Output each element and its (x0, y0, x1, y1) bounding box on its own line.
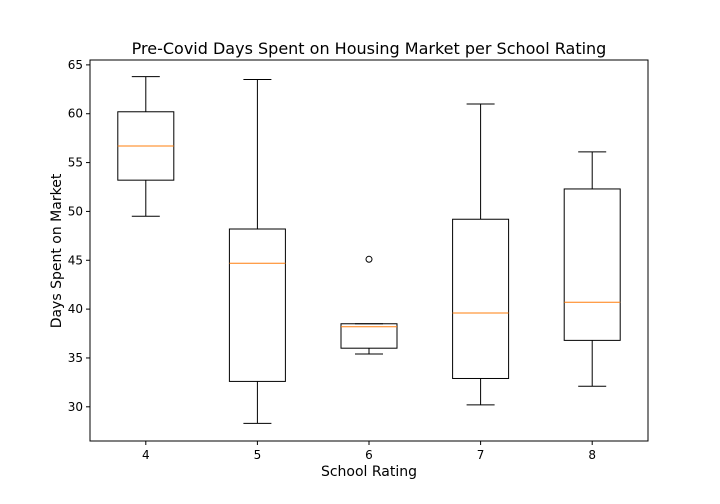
outlier-point (365, 255, 373, 263)
box-body (228, 228, 286, 382)
y-tick-label: 30 (68, 400, 83, 414)
x-tick-label: 5 (254, 448, 262, 462)
y-axis-label: Days Spent on Market (49, 173, 65, 328)
y-tick-label: 60 (68, 107, 83, 121)
x-tick-label: 4 (142, 448, 150, 462)
box-body (340, 323, 398, 349)
y-tick-label: 35 (68, 351, 83, 365)
box-body (452, 218, 510, 379)
y-tick-label: 50 (68, 204, 83, 218)
chart-title: Pre-Covid Days Spent on Housing Market p… (132, 39, 607, 58)
box-body (563, 188, 621, 341)
x-tick-label: 6 (365, 448, 373, 462)
x-axis-label: School Rating (321, 464, 417, 480)
y-tick-label: 45 (68, 253, 83, 267)
y-tick-label: 65 (68, 58, 83, 72)
y-tick-label: 55 (68, 156, 83, 170)
x-tick-label: 7 (477, 448, 485, 462)
x-tick-label: 8 (588, 448, 596, 462)
y-tick-label: 40 (68, 302, 83, 316)
